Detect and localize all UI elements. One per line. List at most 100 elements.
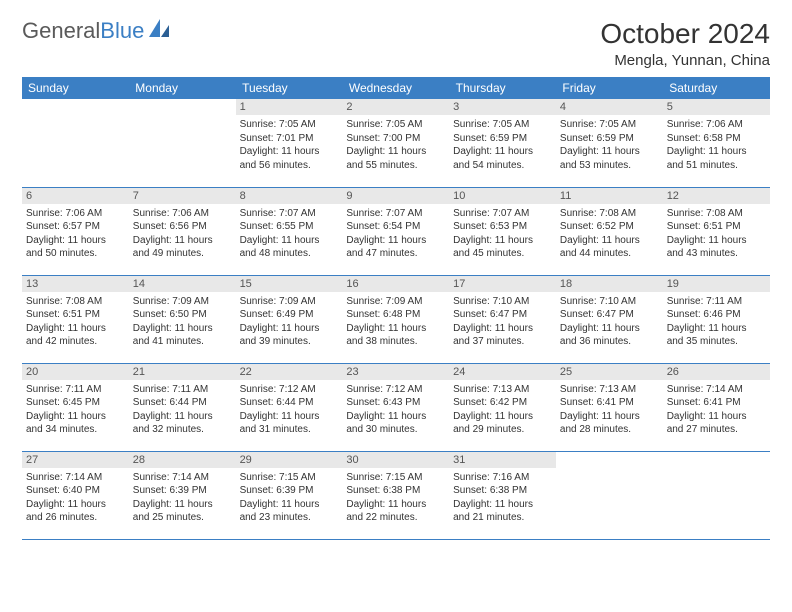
day-number: 30 bbox=[342, 452, 449, 468]
calendar-day-cell: 4Sunrise: 7:05 AMSunset: 6:59 PMDaylight… bbox=[556, 99, 663, 187]
sunrise-text: Sunrise: 7:10 AM bbox=[560, 295, 659, 309]
calendar-day-cell: 20Sunrise: 7:11 AMSunset: 6:45 PMDayligh… bbox=[22, 363, 129, 451]
daylight-text: Daylight: 11 hours and 41 minutes. bbox=[133, 322, 232, 349]
calendar-week-row: 27Sunrise: 7:14 AMSunset: 6:40 PMDayligh… bbox=[22, 451, 770, 539]
sail-icon bbox=[147, 19, 171, 44]
day-details: Sunrise: 7:15 AMSunset: 6:39 PMDaylight:… bbox=[236, 468, 343, 529]
calendar-day-cell bbox=[22, 99, 129, 187]
daylight-text: Daylight: 11 hours and 25 minutes. bbox=[133, 498, 232, 525]
sunset-text: Sunset: 6:58 PM bbox=[667, 132, 766, 146]
sunset-text: Sunset: 6:38 PM bbox=[346, 484, 445, 498]
sunrise-text: Sunrise: 7:05 AM bbox=[453, 118, 552, 132]
day-number: 9 bbox=[342, 188, 449, 204]
day-number: 6 bbox=[22, 188, 129, 204]
calendar-body: 1Sunrise: 7:05 AMSunset: 7:01 PMDaylight… bbox=[22, 99, 770, 539]
calendar-day-cell: 11Sunrise: 7:08 AMSunset: 6:52 PMDayligh… bbox=[556, 187, 663, 275]
sunset-text: Sunset: 6:43 PM bbox=[346, 396, 445, 410]
sunset-text: Sunset: 6:44 PM bbox=[240, 396, 339, 410]
sunset-text: Sunset: 6:52 PM bbox=[560, 220, 659, 234]
sunrise-text: Sunrise: 7:11 AM bbox=[133, 383, 232, 397]
day-details: Sunrise: 7:15 AMSunset: 6:38 PMDaylight:… bbox=[342, 468, 449, 529]
sunrise-text: Sunrise: 7:13 AM bbox=[560, 383, 659, 397]
calendar-day-cell: 15Sunrise: 7:09 AMSunset: 6:49 PMDayligh… bbox=[236, 275, 343, 363]
sunrise-text: Sunrise: 7:08 AM bbox=[26, 295, 125, 309]
daylight-text: Daylight: 11 hours and 27 minutes. bbox=[667, 410, 766, 437]
day-details: Sunrise: 7:05 AMSunset: 7:01 PMDaylight:… bbox=[236, 115, 343, 176]
calendar-day-cell: 14Sunrise: 7:09 AMSunset: 6:50 PMDayligh… bbox=[129, 275, 236, 363]
daylight-text: Daylight: 11 hours and 51 minutes. bbox=[667, 145, 766, 172]
daylight-text: Daylight: 11 hours and 43 minutes. bbox=[667, 234, 766, 261]
calendar-day-cell: 21Sunrise: 7:11 AMSunset: 6:44 PMDayligh… bbox=[129, 363, 236, 451]
day-number: 22 bbox=[236, 364, 343, 380]
sunset-text: Sunset: 6:47 PM bbox=[453, 308, 552, 322]
calendar-day-cell: 9Sunrise: 7:07 AMSunset: 6:54 PMDaylight… bbox=[342, 187, 449, 275]
sunrise-text: Sunrise: 7:07 AM bbox=[346, 207, 445, 221]
daylight-text: Daylight: 11 hours and 42 minutes. bbox=[26, 322, 125, 349]
calendar-day-cell: 1Sunrise: 7:05 AMSunset: 7:01 PMDaylight… bbox=[236, 99, 343, 187]
day-number: 16 bbox=[342, 276, 449, 292]
sunrise-text: Sunrise: 7:05 AM bbox=[240, 118, 339, 132]
sunrise-text: Sunrise: 7:12 AM bbox=[240, 383, 339, 397]
day-details: Sunrise: 7:14 AMSunset: 6:40 PMDaylight:… bbox=[22, 468, 129, 529]
daylight-text: Daylight: 11 hours and 21 minutes. bbox=[453, 498, 552, 525]
daylight-text: Daylight: 11 hours and 34 minutes. bbox=[26, 410, 125, 437]
sunrise-text: Sunrise: 7:07 AM bbox=[453, 207, 552, 221]
calendar-day-cell: 12Sunrise: 7:08 AMSunset: 6:51 PMDayligh… bbox=[663, 187, 770, 275]
sunrise-text: Sunrise: 7:15 AM bbox=[240, 471, 339, 485]
sunrise-text: Sunrise: 7:13 AM bbox=[453, 383, 552, 397]
day-details: Sunrise: 7:05 AMSunset: 6:59 PMDaylight:… bbox=[556, 115, 663, 176]
day-details: Sunrise: 7:11 AMSunset: 6:44 PMDaylight:… bbox=[129, 380, 236, 441]
sunrise-text: Sunrise: 7:12 AM bbox=[346, 383, 445, 397]
sunset-text: Sunset: 6:59 PM bbox=[453, 132, 552, 146]
day-number: 31 bbox=[449, 452, 556, 468]
daylight-text: Daylight: 11 hours and 32 minutes. bbox=[133, 410, 232, 437]
weekday-header: Friday bbox=[556, 77, 663, 99]
sunset-text: Sunset: 7:01 PM bbox=[240, 132, 339, 146]
day-number: 21 bbox=[129, 364, 236, 380]
day-details: Sunrise: 7:06 AMSunset: 6:58 PMDaylight:… bbox=[663, 115, 770, 176]
day-details: Sunrise: 7:16 AMSunset: 6:38 PMDaylight:… bbox=[449, 468, 556, 529]
calendar-day-cell: 24Sunrise: 7:13 AMSunset: 6:42 PMDayligh… bbox=[449, 363, 556, 451]
weekday-header: Wednesday bbox=[342, 77, 449, 99]
sunset-text: Sunset: 6:40 PM bbox=[26, 484, 125, 498]
calendar-day-cell: 10Sunrise: 7:07 AMSunset: 6:53 PMDayligh… bbox=[449, 187, 556, 275]
calendar-week-row: 13Sunrise: 7:08 AMSunset: 6:51 PMDayligh… bbox=[22, 275, 770, 363]
day-details: Sunrise: 7:08 AMSunset: 6:51 PMDaylight:… bbox=[22, 292, 129, 353]
daylight-text: Daylight: 11 hours and 23 minutes. bbox=[240, 498, 339, 525]
sunrise-text: Sunrise: 7:11 AM bbox=[26, 383, 125, 397]
calendar-week-row: 20Sunrise: 7:11 AMSunset: 6:45 PMDayligh… bbox=[22, 363, 770, 451]
day-details: Sunrise: 7:06 AMSunset: 6:57 PMDaylight:… bbox=[22, 204, 129, 265]
calendar-day-cell: 16Sunrise: 7:09 AMSunset: 6:48 PMDayligh… bbox=[342, 275, 449, 363]
day-details: Sunrise: 7:13 AMSunset: 6:41 PMDaylight:… bbox=[556, 380, 663, 441]
day-number: 12 bbox=[663, 188, 770, 204]
day-details: Sunrise: 7:07 AMSunset: 6:54 PMDaylight:… bbox=[342, 204, 449, 265]
sunset-text: Sunset: 6:38 PM bbox=[453, 484, 552, 498]
day-number: 1 bbox=[236, 99, 343, 115]
sunrise-text: Sunrise: 7:14 AM bbox=[133, 471, 232, 485]
day-number-empty bbox=[663, 452, 770, 456]
day-details: Sunrise: 7:09 AMSunset: 6:49 PMDaylight:… bbox=[236, 292, 343, 353]
location: Mengla, Yunnan, China bbox=[600, 52, 770, 69]
sunset-text: Sunset: 6:59 PM bbox=[560, 132, 659, 146]
weekday-header-row: SundayMondayTuesdayWednesdayThursdayFrid… bbox=[22, 77, 770, 99]
daylight-text: Daylight: 11 hours and 36 minutes. bbox=[560, 322, 659, 349]
sunset-text: Sunset: 6:45 PM bbox=[26, 396, 125, 410]
calendar-week-row: 1Sunrise: 7:05 AMSunset: 7:01 PMDaylight… bbox=[22, 99, 770, 187]
day-number: 14 bbox=[129, 276, 236, 292]
sunrise-text: Sunrise: 7:05 AM bbox=[560, 118, 659, 132]
day-details: Sunrise: 7:05 AMSunset: 7:00 PMDaylight:… bbox=[342, 115, 449, 176]
day-details: Sunrise: 7:10 AMSunset: 6:47 PMDaylight:… bbox=[449, 292, 556, 353]
sunset-text: Sunset: 6:55 PM bbox=[240, 220, 339, 234]
day-details: Sunrise: 7:07 AMSunset: 6:55 PMDaylight:… bbox=[236, 204, 343, 265]
weekday-header: Sunday bbox=[22, 77, 129, 99]
calendar-day-cell: 19Sunrise: 7:11 AMSunset: 6:46 PMDayligh… bbox=[663, 275, 770, 363]
sunrise-text: Sunrise: 7:10 AM bbox=[453, 295, 552, 309]
sunrise-text: Sunrise: 7:05 AM bbox=[346, 118, 445, 132]
calendar-day-cell: 25Sunrise: 7:13 AMSunset: 6:41 PMDayligh… bbox=[556, 363, 663, 451]
sunrise-text: Sunrise: 7:09 AM bbox=[133, 295, 232, 309]
daylight-text: Daylight: 11 hours and 49 minutes. bbox=[133, 234, 232, 261]
day-number: 5 bbox=[663, 99, 770, 115]
sunrise-text: Sunrise: 7:06 AM bbox=[667, 118, 766, 132]
sunrise-text: Sunrise: 7:09 AM bbox=[346, 295, 445, 309]
sunset-text: Sunset: 6:41 PM bbox=[560, 396, 659, 410]
